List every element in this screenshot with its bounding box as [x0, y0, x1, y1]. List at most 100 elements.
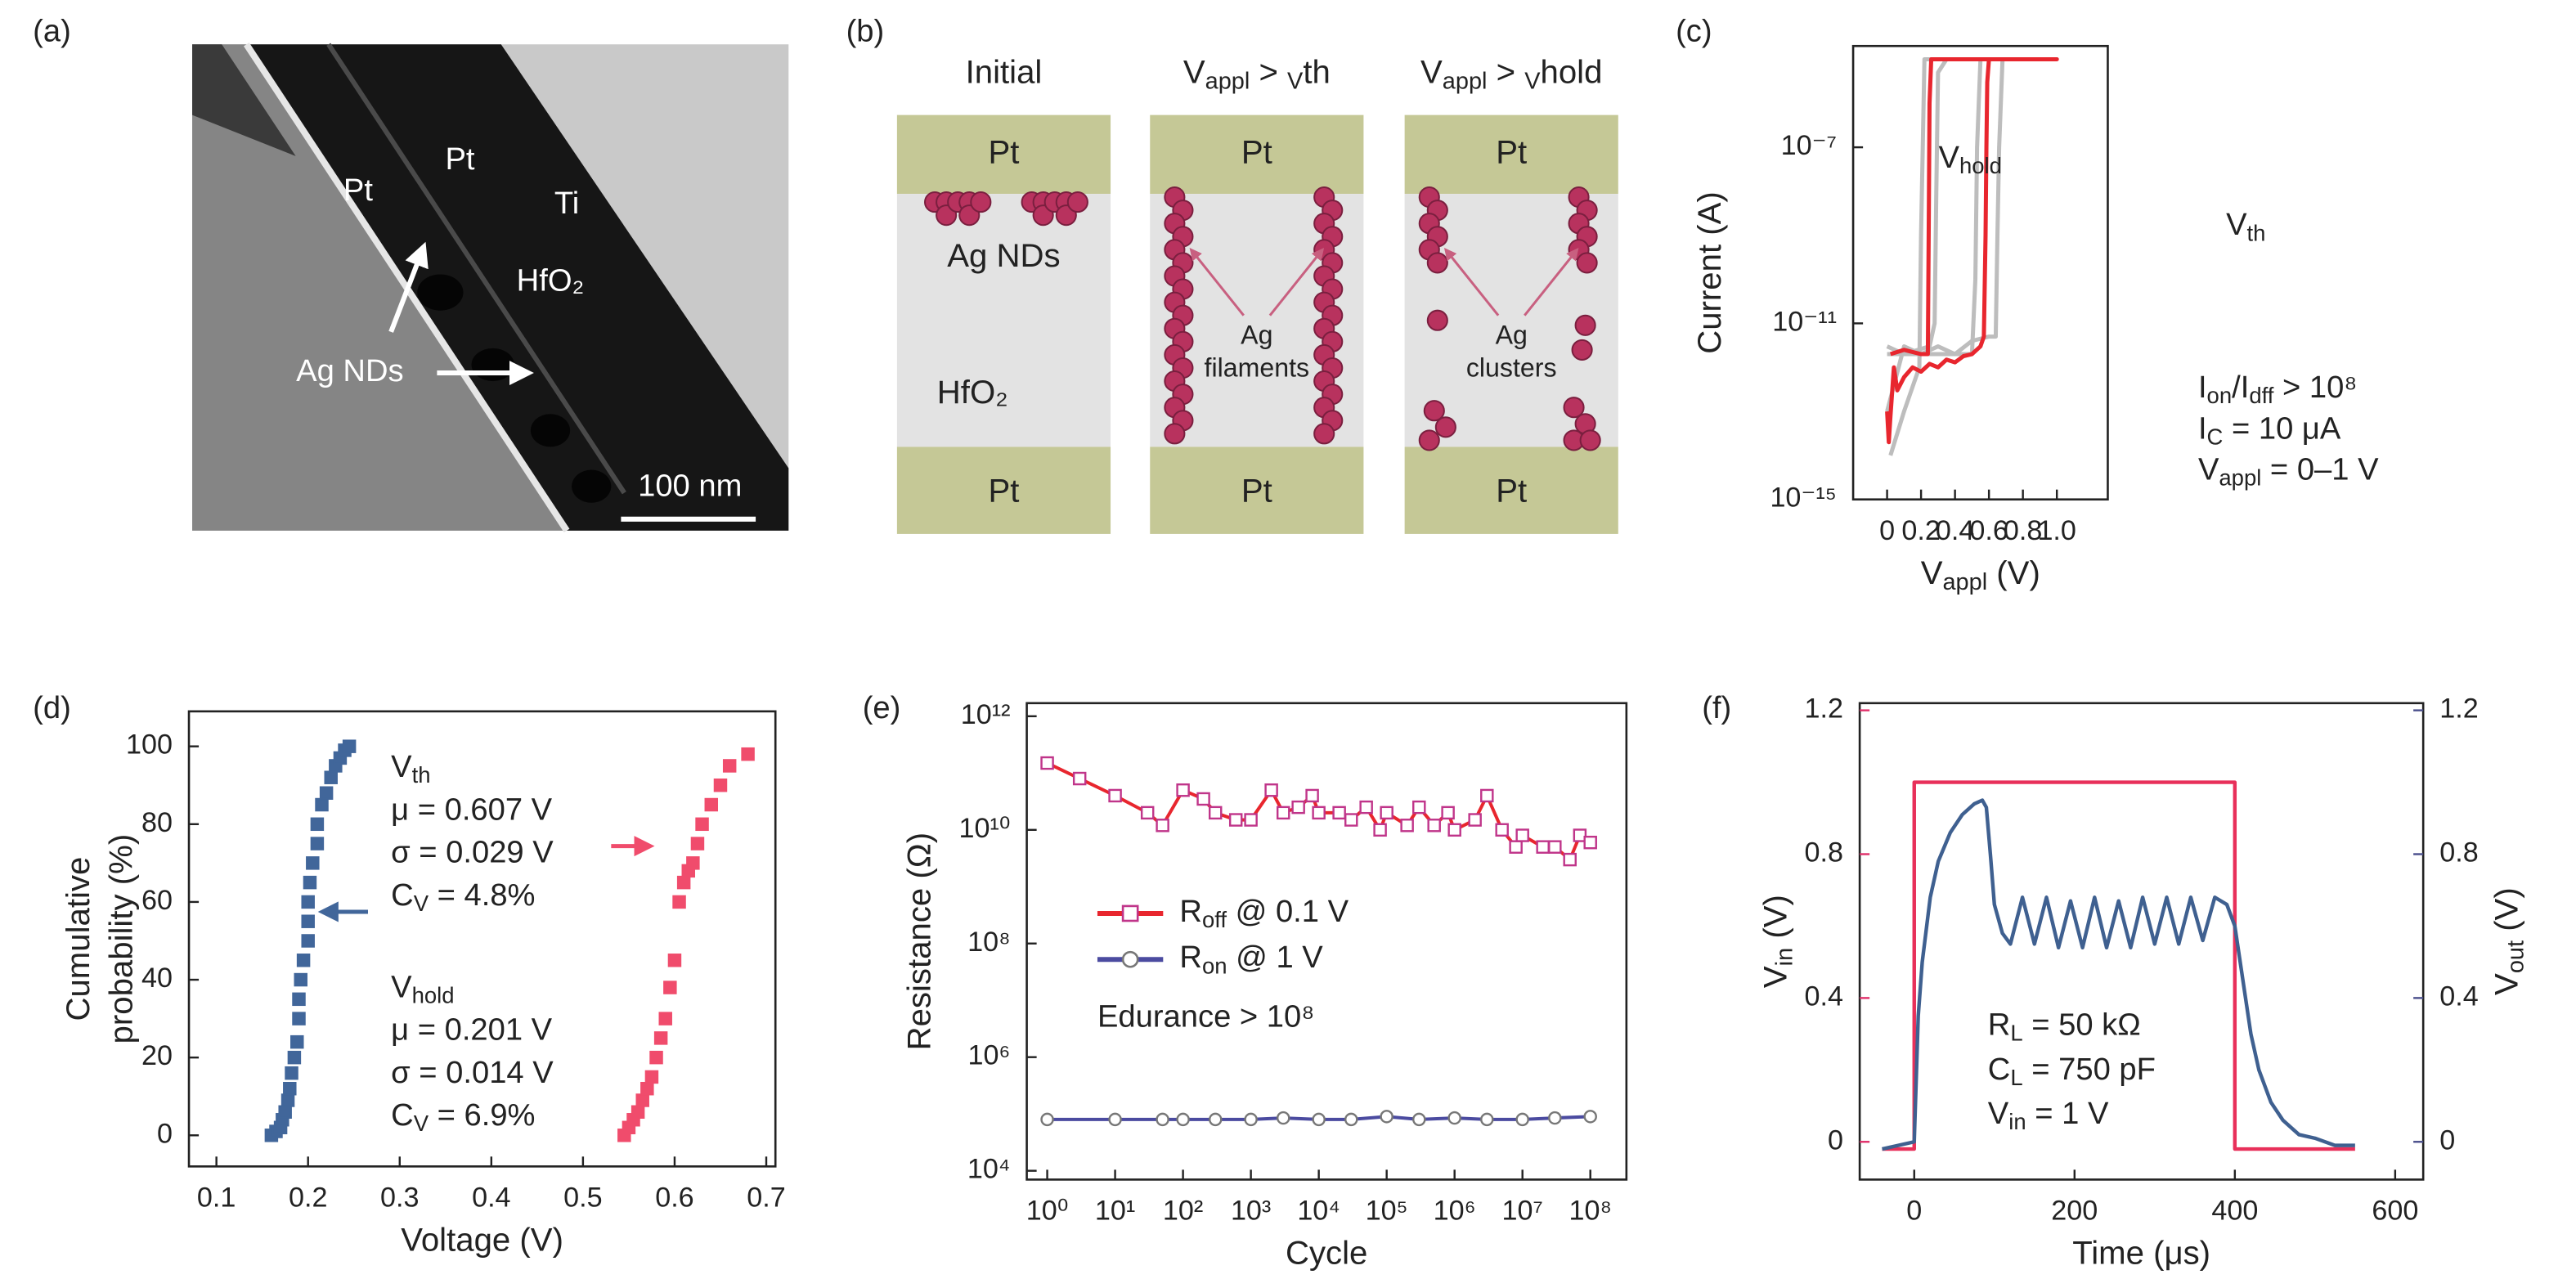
subscript: appl [1942, 569, 1987, 595]
text-part: R [1179, 940, 1202, 975]
data-point [1447, 1111, 1461, 1125]
data-point [1291, 800, 1305, 815]
data-point [1548, 840, 1562, 854]
data-point [1563, 852, 1577, 867]
annotation: Vappl = 0–1 V [2198, 452, 2379, 491]
data-point [1196, 792, 1210, 806]
electrode [1404, 447, 1618, 534]
data-point [306, 856, 320, 870]
note-arrow [1189, 248, 1245, 316]
x-axis-label: Cycle [1286, 1234, 1367, 1271]
data-point [649, 1050, 663, 1065]
data-line [1888, 56, 2058, 456]
annotation: Vhold [1939, 140, 2002, 178]
note: Ag [1496, 320, 1528, 349]
data-point [310, 837, 325, 850]
text-part: C [391, 877, 414, 913]
y-axis-label: probability (%) [102, 834, 139, 1044]
subscript: dff [2249, 383, 2273, 408]
subscript: L [2010, 1065, 2022, 1090]
data-point [1276, 1111, 1290, 1125]
data-point [667, 954, 682, 967]
data-point [1380, 1110, 1393, 1124]
data-line [1885, 56, 2058, 412]
x-axis-label: Time (μs) [2072, 1234, 2210, 1271]
subscript: C [2207, 424, 2224, 450]
x-tick-label: 10³ [1231, 1196, 1271, 1227]
data-point [653, 1031, 668, 1045]
subscript: V [414, 1111, 429, 1136]
x-tick-label: 0.2 [289, 1183, 327, 1214]
electrode-label: Pt [1241, 133, 1272, 170]
x-tick-label: 0 [1906, 1196, 1922, 1227]
plot-frame [1851, 44, 2109, 501]
y-tick-label: 10⁸ [967, 927, 1010, 958]
y2-tick-label: 0.8 [2439, 837, 2478, 868]
subscript: on [2207, 383, 2233, 408]
data-point [1441, 806, 1455, 820]
data-point [1244, 1112, 1258, 1127]
text-part: = 6.9% [429, 1097, 535, 1133]
annotation: σ = 0.014 V [391, 1055, 554, 1090]
text-part: C [1988, 1052, 2011, 1087]
text-part: = 50 kΩ [2023, 1008, 2141, 1043]
data-point [1412, 1112, 1426, 1127]
tem-dot [417, 274, 464, 311]
x-tick-label: 0.4 [472, 1183, 510, 1214]
data-point [287, 1050, 302, 1065]
text-part: = 1 V [2026, 1096, 2109, 1131]
data-point [1495, 823, 1509, 837]
text-part: V [2226, 207, 2247, 242]
y2-tick-label: 1.2 [2439, 693, 2478, 725]
text-part: > [1487, 53, 1524, 90]
annotation: Vhold [391, 969, 454, 1008]
text-part: @ 1 V [1227, 940, 1324, 975]
x-tick-label: 400 [2211, 1196, 2258, 1227]
x-tick-label: 0.6 [655, 1183, 693, 1214]
data-point [635, 1093, 649, 1107]
ag-particle [1423, 400, 1445, 422]
data-point [1380, 806, 1393, 820]
y-tick-label: 40 [141, 963, 173, 994]
y-axis-label: Cumulative [60, 857, 96, 1021]
data-point [1468, 813, 1482, 827]
note: clusters [1466, 352, 1557, 382]
data-point [278, 1105, 292, 1119]
y-axis-label: Current (A) [1691, 191, 1728, 354]
x-tick-label: 0.1 [197, 1183, 236, 1214]
subscript: th [412, 762, 431, 788]
ag-particle [1579, 429, 1601, 451]
data-point [1536, 840, 1550, 854]
x-tick-label: 0.6 [1969, 515, 2008, 546]
y-axis-label: Vin (V) [1757, 895, 1797, 988]
tem-label: HfO₂ [517, 263, 585, 298]
x-tick-label: 10⁶ [1434, 1196, 1476, 1227]
data-line [1882, 798, 2355, 1151]
x-tick-label: 0 [1879, 515, 1895, 546]
data-point [686, 856, 700, 870]
tem-band [249, 44, 789, 531]
data-point [1276, 806, 1290, 820]
x-tick-label: 1.0 [2037, 515, 2076, 546]
column-title: Vappl > Vth [1183, 53, 1331, 94]
electrode [896, 114, 1111, 195]
data-point [676, 875, 691, 890]
data-point [1176, 1112, 1190, 1127]
electrode [896, 447, 1111, 534]
legend-marker [1121, 950, 1139, 968]
ag-particle [1574, 314, 1596, 336]
note-arrow [1524, 248, 1579, 316]
x-tick-label: 10⁸ [1569, 1196, 1612, 1227]
y-tick-label: 10¹² [961, 699, 1011, 730]
panel-label: (c) [1676, 13, 1712, 48]
panel-label: (e) [863, 690, 901, 725]
text-part: = 10 μA [2223, 411, 2341, 446]
data-point [342, 739, 357, 753]
subscript: on [1202, 954, 1227, 979]
text-part: th [1303, 53, 1331, 90]
data-point [296, 954, 311, 967]
data-point [1140, 806, 1155, 820]
legend-marker [1121, 904, 1139, 922]
data-point [658, 1012, 672, 1025]
